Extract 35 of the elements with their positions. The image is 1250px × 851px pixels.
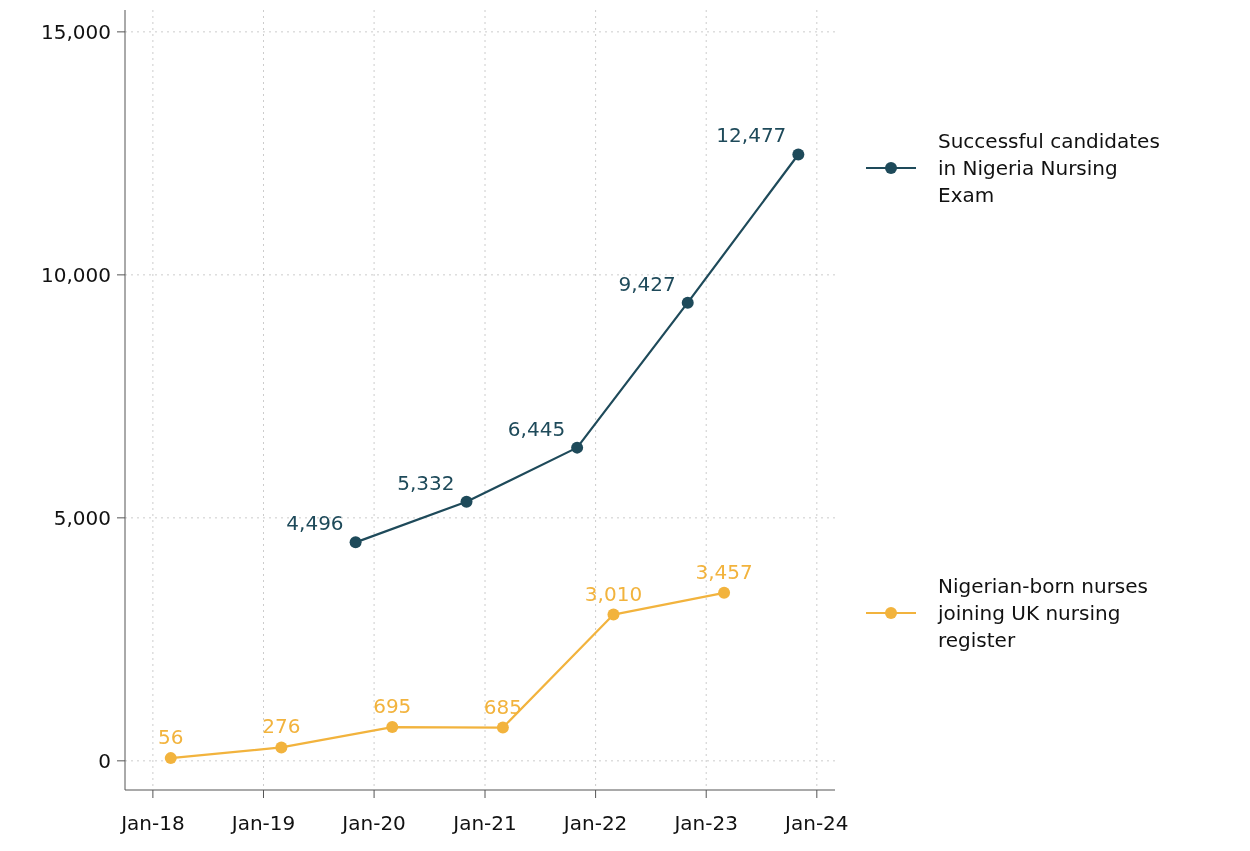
data-label: 695 xyxy=(373,694,412,719)
x-tick-label: Jan-19 xyxy=(229,811,296,835)
point xyxy=(571,441,584,454)
point xyxy=(164,752,177,765)
x-tick-label: Jan-24 xyxy=(783,811,849,835)
data-label: 12,477 xyxy=(716,123,787,148)
data-label: 4,496 xyxy=(286,511,344,536)
point xyxy=(460,495,473,508)
data-label: 685 xyxy=(483,694,522,719)
point xyxy=(386,721,399,734)
data-label: 276 xyxy=(262,714,301,739)
data-label: 9,427 xyxy=(618,271,676,296)
y-tick-label: 5,000 xyxy=(53,505,111,530)
point xyxy=(607,608,620,621)
x-tick-label: Jan-18 xyxy=(119,811,185,835)
y-tick-label: 10,000 xyxy=(41,262,111,287)
x-tick-label: Jan-22 xyxy=(561,811,628,835)
point xyxy=(275,741,288,754)
x-tick-label: Jan-23 xyxy=(672,811,738,835)
data-label: 3,457 xyxy=(695,559,753,584)
point xyxy=(792,148,805,161)
y-tick-label: 0 xyxy=(98,748,111,773)
point xyxy=(681,296,694,309)
x-tick-label: Jan-20 xyxy=(340,811,406,835)
point xyxy=(349,536,362,549)
x-tick-label: Jan-21 xyxy=(451,811,517,835)
data-label: 6,445 xyxy=(507,416,566,441)
data-label: 3,010 xyxy=(584,581,643,606)
legend-label: Successful candidates in Nigeria Nursing Exam xyxy=(938,129,1160,207)
point xyxy=(718,586,731,599)
point xyxy=(496,721,509,734)
y-tick-label: 15,000 xyxy=(41,19,111,44)
legend-label: Nigerian-born nurses joining UK nursing register xyxy=(937,574,1148,652)
data-label: 5,332 xyxy=(397,470,455,495)
data-label: 56 xyxy=(158,725,184,750)
